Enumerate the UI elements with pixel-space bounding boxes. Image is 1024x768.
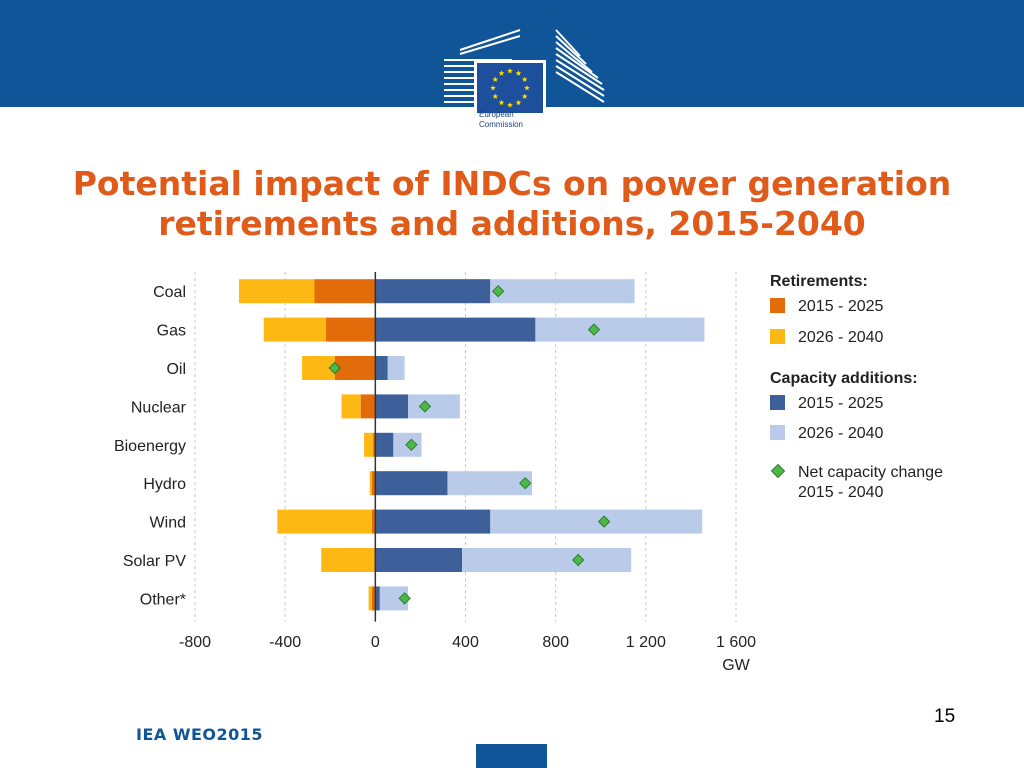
bar-addition bbox=[447, 471, 532, 496]
eu-star-icon bbox=[507, 68, 513, 74]
legend-heading-retirements: Retirements: bbox=[770, 273, 868, 290]
legend-swatch bbox=[770, 298, 785, 313]
legend-label: 2015 - 2025 bbox=[798, 395, 884, 412]
eu-star-icon bbox=[524, 85, 530, 91]
bar-addition bbox=[490, 509, 703, 534]
x-axis-label: GW bbox=[722, 657, 750, 674]
footer-tab bbox=[476, 744, 547, 768]
bar-retirement bbox=[371, 509, 376, 534]
bar-addition bbox=[387, 356, 405, 380]
eu-star-icon bbox=[521, 93, 528, 99]
net-change-marker bbox=[405, 438, 418, 452]
category-label: Gas bbox=[157, 323, 186, 340]
net-change-marker bbox=[597, 515, 611, 528]
legend-heading-additions: Capacity additions: bbox=[770, 370, 918, 387]
bar-addition bbox=[375, 279, 491, 304]
x-tick-label: -800 bbox=[179, 634, 211, 651]
net-change-marker bbox=[572, 553, 585, 567]
bar-retirement bbox=[325, 317, 376, 342]
bar-addition bbox=[375, 317, 536, 342]
source-label: IEA WEO2015 bbox=[136, 725, 264, 744]
bar-retirement bbox=[373, 432, 376, 457]
bar-addition bbox=[375, 509, 491, 534]
category-label: Oil bbox=[166, 361, 186, 378]
x-tick-label: 800 bbox=[542, 634, 569, 651]
eu-star-icon bbox=[492, 76, 499, 82]
legend-swatch bbox=[770, 329, 785, 344]
eu-star-icon bbox=[498, 70, 505, 76]
legend-swatch bbox=[770, 395, 785, 410]
eu-star-icon bbox=[498, 99, 505, 106]
net-change-marker bbox=[328, 361, 341, 375]
logo-line1: European bbox=[479, 110, 514, 119]
title-line1: Potential impact of INDCs on power gener… bbox=[72, 164, 952, 203]
bar-retirement bbox=[360, 394, 376, 419]
x-tick-label: 400 bbox=[452, 634, 479, 651]
bar-retirement bbox=[371, 586, 376, 611]
eu-star-icon bbox=[515, 70, 522, 76]
category-label: Solar PV bbox=[123, 553, 186, 570]
bar-retirement bbox=[277, 509, 372, 534]
bar-addition bbox=[408, 394, 460, 419]
bar-addition bbox=[462, 548, 632, 572]
bar-retirement bbox=[371, 471, 376, 496]
logo-line2: Commission bbox=[479, 120, 524, 129]
bar-retirement bbox=[321, 548, 375, 572]
bar-retirement bbox=[364, 432, 374, 457]
eu-star-icon bbox=[515, 99, 522, 106]
legend-label: Net capacity change bbox=[798, 464, 943, 481]
net-change-marker bbox=[587, 323, 601, 336]
category-label: Hydro bbox=[143, 476, 186, 493]
legend-label: 2026 - 2040 bbox=[798, 425, 884, 442]
bar-retirement bbox=[369, 471, 372, 496]
category-label: Nuclear bbox=[131, 399, 187, 416]
legend-label: 2026 - 2040 bbox=[798, 329, 884, 346]
x-tick-label: -400 bbox=[269, 634, 301, 651]
x-tick-label: 1 200 bbox=[626, 634, 666, 651]
bar-addition bbox=[375, 394, 409, 419]
bar-addition bbox=[375, 586, 380, 611]
european-commission-logo bbox=[440, 26, 610, 144]
net-change-marker bbox=[418, 400, 432, 413]
net-change-marker bbox=[491, 284, 505, 298]
title-line2: retirements and additions, 2015-2040 bbox=[158, 204, 866, 243]
bar-addition bbox=[375, 356, 388, 380]
net-change-marker bbox=[398, 592, 411, 605]
bar-retirement bbox=[341, 394, 361, 419]
eu-star-icon bbox=[492, 93, 499, 99]
x-tick-label: 1 600 bbox=[716, 634, 756, 651]
net-change-marker bbox=[519, 476, 532, 490]
legend-swatch bbox=[770, 425, 785, 440]
bar-addition bbox=[375, 432, 394, 457]
slide-number: 15 bbox=[934, 706, 956, 727]
bar-retirement bbox=[263, 317, 326, 342]
category-label: Other* bbox=[140, 591, 186, 608]
eu-star-icon bbox=[521, 76, 528, 82]
eu-star-icon bbox=[490, 85, 496, 91]
legend-label: 2015 - 2025 bbox=[798, 298, 884, 315]
eu-star-icon bbox=[507, 102, 513, 108]
bar-retirement bbox=[334, 356, 376, 380]
bar-retirement bbox=[368, 586, 372, 611]
bar-addition bbox=[535, 317, 705, 342]
category-label: Bioenergy bbox=[114, 438, 186, 455]
slide-title: Potential impact of INDCs on power gener… bbox=[0, 164, 1024, 244]
bar-retirement bbox=[314, 279, 376, 304]
legend-label: 2015 - 2040 bbox=[798, 484, 884, 501]
bar-addition bbox=[375, 548, 463, 572]
bar-addition bbox=[375, 471, 448, 496]
logo-caption: European Commission bbox=[479, 110, 547, 130]
bar-addition bbox=[490, 279, 635, 304]
legend-diamond-icon bbox=[770, 463, 786, 479]
x-tick-label: 0 bbox=[371, 634, 380, 651]
bar-retirement bbox=[238, 279, 315, 304]
category-label: Coal bbox=[153, 284, 186, 301]
category-label: Wind bbox=[150, 515, 186, 532]
